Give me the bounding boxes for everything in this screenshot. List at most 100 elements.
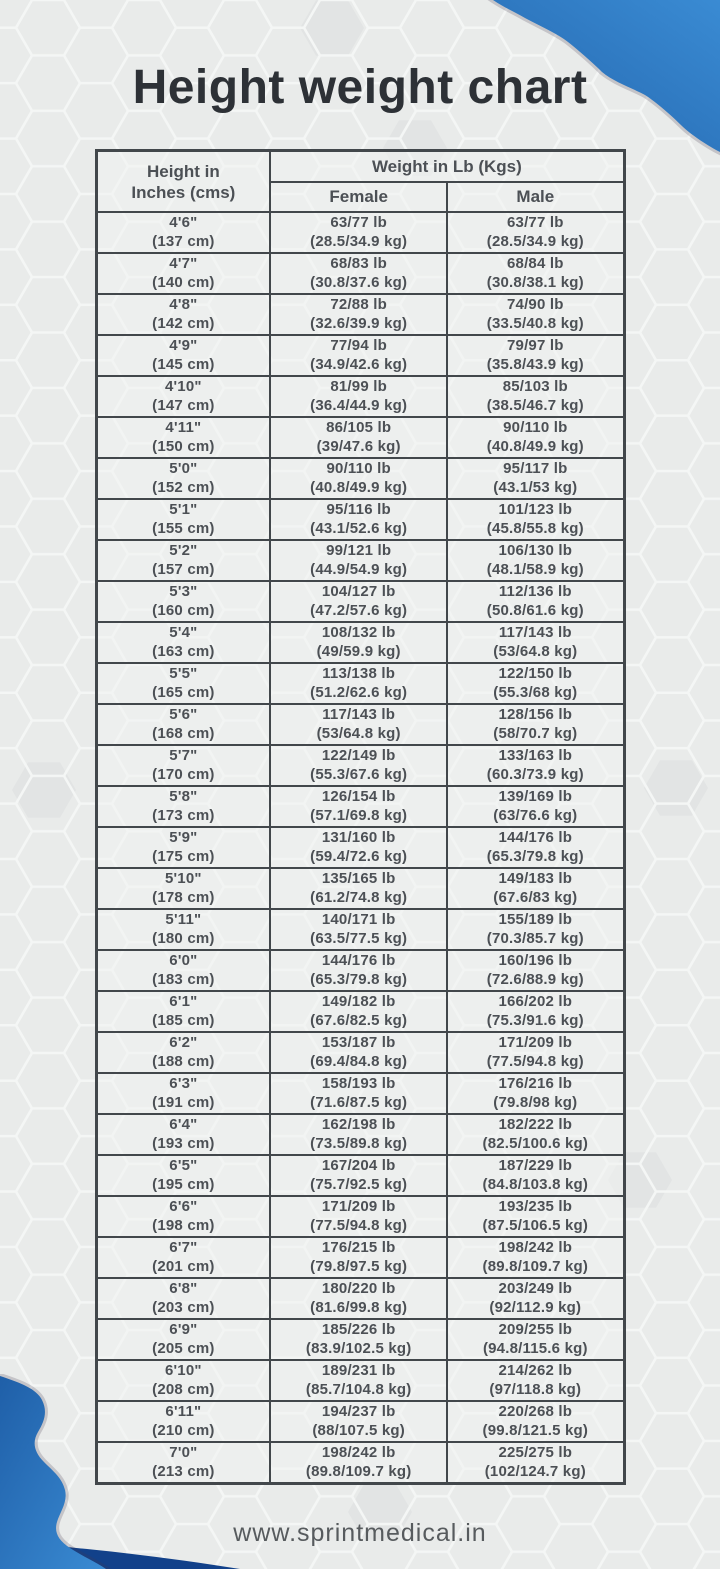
male-weight-cell: 101/123 lb (45.8/55.8 kg) [446,498,625,541]
table-row: 6'7" (201 cm) 176/215 lb (79.8/97.5 kg) 19… [94,1236,625,1279]
height-cell: 6'6" (198 cm) [94,1195,272,1238]
table-row: 5'1" (155 cm) 95/116 lb (43.1/52.6 kg) 101… [94,498,625,541]
male-weight-cell: 198/242 lb (89.8/109.7 kg) [446,1236,625,1279]
table-row: 5'8" (173 cm) 126/154 lb (57.1/69.8 kg) 13… [94,785,625,828]
male-weight-cell: 203/249 lb (92/112.9 kg) [446,1277,625,1320]
male-weight-cell: 171/209 lb (77.5/94.8 kg) [446,1031,625,1074]
header-male-column: Male [446,181,625,213]
male-weight-cell: 74/90 lb (33.5/40.8 kg) [446,293,625,336]
female-weight-cell: 135/165 lb (61.2/74.8 kg) [269,867,449,910]
table-row: 4'10" (147 cm) 81/99 lb (36.4/44.9 kg) 85/… [94,375,625,418]
height-cell: 5'3" (160 cm) [94,580,272,623]
female-weight-cell: 90/110 lb (40.8/49.9 kg) [269,457,449,500]
female-weight-cell: 86/105 lb (39/47.6 kg) [269,416,449,459]
header-height-column: Height in Inches (cms) [94,149,272,213]
height-cell: 6'5" (195 cm) [94,1154,272,1197]
table-row: 5'0" (152 cm) 90/110 lb (40.8/49.9 kg) 95/… [94,457,625,500]
female-weight-cell: 122/149 lb (55.3/67.6 kg) [269,744,449,787]
male-weight-cell: 79/97 lb (35.8/43.9 kg) [446,334,625,377]
height-cell: 5'11" (180 cm) [94,908,272,951]
table-body: 4'6" (137 cm) 63/77 lb (28.5/34.9 kg) 63/7… [94,211,625,1485]
header-female-column: Female [269,181,449,213]
male-weight-cell: 139/169 lb (63/76.6 kg) [446,785,625,828]
height-cell: 4'7" (140 cm) [94,252,272,295]
female-weight-cell: 194/237 lb (88/107.5 kg) [269,1400,449,1443]
table-row: 6'3" (191 cm) 158/193 lb (71.6/87.5 kg) 17… [94,1072,625,1115]
height-cell: 5'10" (178 cm) [94,867,272,910]
female-weight-cell: 185/226 lb (83.9/102.5 kg) [269,1318,449,1361]
male-weight-cell: 85/103 lb (38.5/46.7 kg) [446,375,625,418]
female-weight-cell: 167/204 lb (75.7/92.5 kg) [269,1154,449,1197]
height-cell: 6'9" (205 cm) [94,1318,272,1361]
table-row: 6'1" (185 cm) 149/182 lb (67.6/82.5 kg) 16… [94,990,625,1033]
table-row: 5'11" (180 cm) 140/171 lb (63.5/77.5 kg) 1… [94,908,625,951]
height-weight-table: Height in Inches (cms) Weight in Lb (Kgs… [94,149,626,1485]
table-row: 6'10" (208 cm) 189/231 lb (85.7/104.8 kg)… [94,1359,625,1402]
female-weight-cell: 68/83 lb (30.8/37.6 kg) [269,252,449,295]
female-weight-cell: 149/182 lb (67.6/82.5 kg) [269,990,449,1033]
male-weight-cell: 220/268 lb (99.8/121.5 kg) [446,1400,625,1443]
height-cell: 4'6" (137 cm) [94,211,272,254]
table-row: 5'7" (170 cm) 122/149 lb (55.3/67.6 kg) 13… [94,744,625,787]
table-row: 6'11" (210 cm) 194/237 lb (88/107.5 kg) 22… [94,1400,625,1443]
height-cell: 6'7" (201 cm) [94,1236,272,1279]
table-row: 5'4" (163 cm) 108/132 lb (49/59.9 kg) 117/… [94,621,625,664]
male-weight-cell: 209/255 lb (94.8/115.6 kg) [446,1318,625,1361]
table-header: Height in Inches (cms) Weight in Lb (Kgs… [94,149,625,213]
female-weight-cell: 72/88 lb (32.6/39.9 kg) [269,293,449,336]
table-row: 6'0" (183 cm) 144/176 lb (65.3/79.8 kg) 16… [94,949,625,992]
female-weight-cell: 171/209 lb (77.5/94.8 kg) [269,1195,449,1238]
height-cell: 6'1" (185 cm) [94,990,272,1033]
male-weight-cell: 95/117 lb (43.1/53 kg) [446,457,625,500]
table-row: 4'9" (145 cm) 77/94 lb (34.9/42.6 kg) 79/9… [94,334,625,377]
height-cell: 6'8" (203 cm) [94,1277,272,1320]
height-cell: 5'1" (155 cm) [94,498,272,541]
male-weight-cell: 128/156 lb (58/70.7 kg) [446,703,625,746]
table-row: 5'2" (157 cm) 99/121 lb (44.9/54.9 kg) 106… [94,539,625,582]
table-row: 5'9" (175 cm) 131/160 lb (59.4/72.6 kg) 14… [94,826,625,869]
table-row: 5'5" (165 cm) 113/138 lb (51.2/62.6 kg) 12… [94,662,625,705]
height-cell: 6'0" (183 cm) [94,949,272,992]
female-weight-cell: 99/121 lb (44.9/54.9 kg) [269,539,449,582]
height-cell: 5'2" (157 cm) [94,539,272,582]
female-weight-cell: 144/176 lb (65.3/79.8 kg) [269,949,449,992]
female-weight-cell: 131/160 lb (59.4/72.6 kg) [269,826,449,869]
page-title: Height weight chart [132,61,588,114]
table-row: 4'7" (140 cm) 68/83 lb (30.8/37.6 kg) 68/8… [94,252,625,295]
height-cell: 5'0" (152 cm) [94,457,272,500]
height-cell: 4'8" (142 cm) [94,293,272,336]
table-row: 5'10" (178 cm) 135/165 lb (61.2/74.8 kg) 1… [94,867,625,910]
corner-wave-top-right [487,0,720,156]
height-cell: 5'4" (163 cm) [94,621,272,664]
male-weight-cell: 63/77 lb (28.5/34.9 kg) [446,211,625,254]
male-weight-cell: 117/143 lb (53/64.8 kg) [446,621,625,664]
table-row: 6'9" (205 cm) 185/226 lb (83.9/102.5 kg) 2… [94,1318,625,1361]
table-row: 6'4" (193 cm) 162/198 lb (73.5/89.8 kg) 18… [94,1113,625,1156]
height-cell: 7'0" (213 cm) [94,1441,272,1485]
male-weight-cell: 225/275 lb (102/124.7 kg) [446,1441,625,1485]
height-cell: 5'6" (168 cm) [94,703,272,746]
table-row: 6'5" (195 cm) 167/204 lb (75.7/92.5 kg) 18… [94,1154,625,1197]
male-weight-cell: 106/130 lb (48.1/58.9 kg) [446,539,625,582]
table-row: 4'8" (142 cm) 72/88 lb (32.6/39.9 kg) 74/9… [94,293,625,336]
height-cell: 6'4" (193 cm) [94,1113,272,1156]
corner-wave-bottom-left [0,1374,240,1569]
female-weight-cell: 176/215 lb (79.8/97.5 kg) [269,1236,449,1279]
male-weight-cell: 122/150 lb (55.3/68 kg) [446,662,625,705]
male-weight-cell: 149/183 lb (67.6/83 kg) [446,867,625,910]
male-weight-cell: 176/216 lb (79.8/98 kg) [446,1072,625,1115]
male-weight-cell: 112/136 lb (50.8/61.6 kg) [446,580,625,623]
table-row: 4'6" (137 cm) 63/77 lb (28.5/34.9 kg) 63/7… [94,211,625,254]
height-cell: 6'3" (191 cm) [94,1072,272,1115]
table-row: 4'11" (150 cm) 86/105 lb (39/47.6 kg) 90/1… [94,416,625,459]
height-cell: 6'2" (188 cm) [94,1031,272,1074]
table-row: 7'0" (213 cm) 198/242 lb (89.8/109.7 kg) 2… [94,1441,625,1485]
female-weight-cell: 140/171 lb (63.5/77.5 kg) [269,908,449,951]
female-weight-cell: 162/198 lb (73.5/89.8 kg) [269,1113,449,1156]
female-weight-cell: 198/242 lb (89.8/109.7 kg) [269,1441,449,1485]
male-weight-cell: 144/176 lb (65.3/79.8 kg) [446,826,625,869]
height-cell: 5'5" (165 cm) [94,662,272,705]
header-weight-group: Weight in Lb (Kgs) [269,149,625,183]
male-weight-cell: 193/235 lb (87.5/106.5 kg) [446,1195,625,1238]
